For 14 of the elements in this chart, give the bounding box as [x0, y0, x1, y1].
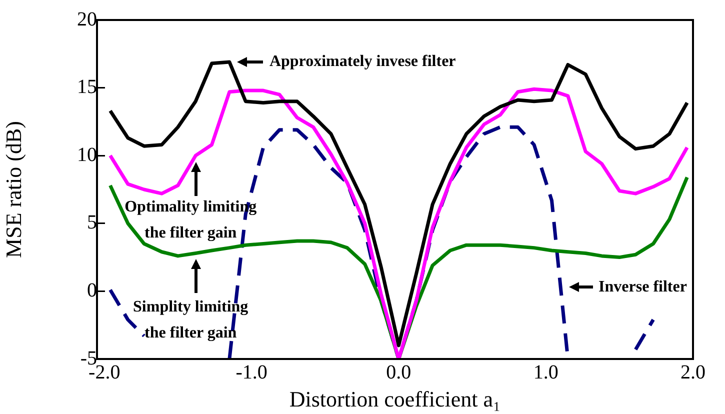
- x-axis-title: Distortion coefficient a₁: [289, 386, 501, 412]
- y-tick-label: 0: [87, 279, 97, 302]
- y-tick-label: 15: [77, 76, 97, 98]
- x-tick-label: 1.0: [533, 361, 558, 384]
- y-tick-label: 20: [77, 8, 97, 30]
- annotation: Inverse filter: [598, 278, 687, 296]
- y-tick-label: 10: [77, 144, 97, 166]
- annotation: Approximately invese filter: [269, 53, 456, 70]
- y-axis-title: MSE ratio (dB): [0, 121, 26, 258]
- annotation: Simplity limiting the filter gain: [133, 298, 248, 342]
- x-tick-label: 0.0: [386, 361, 412, 384]
- x-tick-label: 2.0: [680, 361, 706, 384]
- y-tick-label: 5: [87, 212, 97, 234]
- x-tick-label: -1.0: [236, 361, 268, 384]
